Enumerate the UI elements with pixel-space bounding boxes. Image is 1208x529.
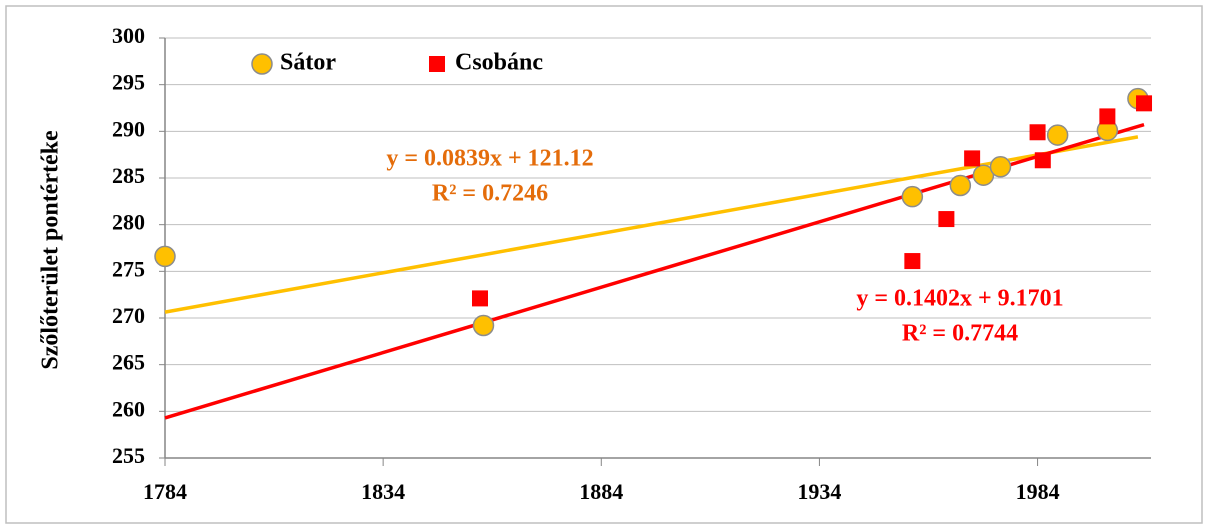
trendline-r2: R² = 0.7744 <box>902 321 1018 347</box>
legend-label: Sátor <box>280 50 336 76</box>
y-tick-label: 255 <box>112 443 145 468</box>
data-point <box>949 174 972 197</box>
data-point <box>471 290 488 307</box>
data-point <box>1099 108 1116 125</box>
x-tick-label: 1934 <box>797 479 841 504</box>
data-point <box>938 211 955 228</box>
legend-marker <box>251 53 273 75</box>
x-tick-label: 1834 <box>361 479 405 504</box>
data-point <box>989 156 1012 178</box>
legend-marker <box>429 56 445 72</box>
trendline-equation: y = 0.1402x + 9.1701 <box>856 286 1063 312</box>
y-tick-label: 270 <box>112 303 145 328</box>
data-point <box>154 245 176 268</box>
y-tick-label: 295 <box>112 70 145 95</box>
x-tick-label: 1884 <box>579 479 623 504</box>
y-tick-label: 265 <box>112 350 145 375</box>
trendline-equation: y = 0.0839x + 121.12 <box>386 146 593 172</box>
data-point <box>1029 124 1046 141</box>
data-point <box>1034 152 1051 169</box>
data-point <box>1136 95 1153 112</box>
y-tick-label: 285 <box>112 163 145 188</box>
data-point <box>964 150 981 167</box>
y-tick-label: 260 <box>112 396 145 421</box>
y-tick-label: 275 <box>112 256 145 281</box>
x-tick-label: 1984 <box>1016 479 1060 504</box>
chart-border <box>5 5 1203 524</box>
legend-label: Csobánc <box>455 50 543 76</box>
x-tick-label: 1784 <box>143 479 187 504</box>
y-tick-label: 300 <box>112 23 145 48</box>
data-point <box>972 164 995 186</box>
data-point <box>904 253 921 270</box>
y-tick-label: 290 <box>112 116 145 141</box>
y-axis-title: Szőlőterület pontértéke <box>38 130 64 370</box>
trendline-r2: R² = 0.7246 <box>432 181 548 207</box>
y-tick-label: 280 <box>112 210 145 235</box>
data-point <box>1046 124 1069 146</box>
data-point <box>472 314 495 337</box>
data-point <box>901 185 924 208</box>
